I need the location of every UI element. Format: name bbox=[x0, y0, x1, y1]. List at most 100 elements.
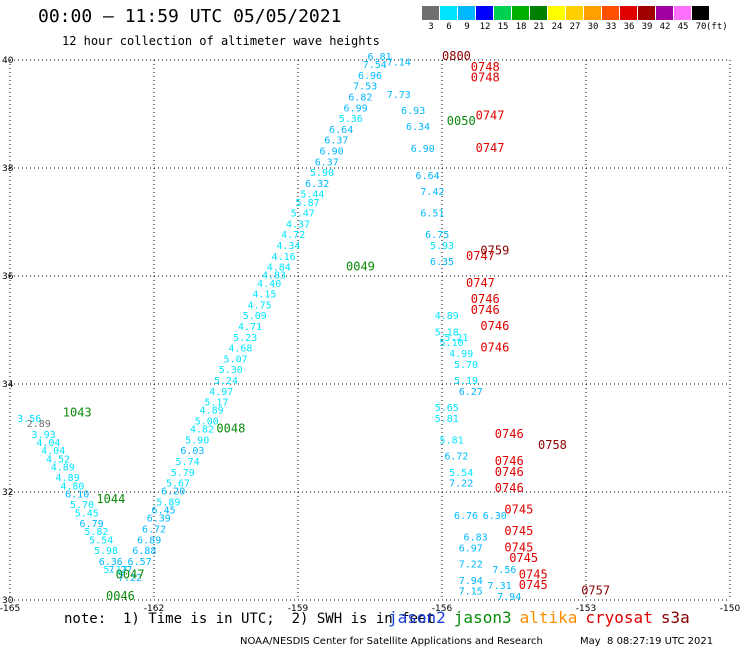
colorbar-label: 42 bbox=[659, 22, 671, 32]
legend-item: altika bbox=[519, 608, 578, 627]
swh-value: 3.56 bbox=[17, 414, 41, 425]
colorbar-swatch bbox=[674, 6, 692, 20]
time-label: 0759 bbox=[480, 243, 509, 257]
time-label: 0746 bbox=[495, 427, 524, 441]
swh-value: 4.04 bbox=[41, 446, 65, 457]
colorbar bbox=[422, 6, 710, 20]
swh-value: 5.44 bbox=[300, 190, 324, 201]
swh-value: 5.87 bbox=[296, 198, 320, 209]
swh-value: 5.18 bbox=[435, 327, 459, 338]
time-label: 0047 bbox=[116, 567, 145, 581]
swh-value: 5.45 bbox=[75, 508, 99, 519]
swh-value: 6.75 bbox=[425, 230, 449, 241]
swh-value: 4.82 bbox=[190, 425, 214, 436]
time-label: 0745 bbox=[519, 578, 548, 592]
colorbar-swatch bbox=[620, 6, 638, 20]
swh-value: 5.07 bbox=[224, 354, 248, 365]
swh-value: 7.54 bbox=[363, 60, 387, 71]
swh-value: 4.83 bbox=[262, 271, 286, 282]
swh-value: 6.57 bbox=[128, 557, 152, 568]
swh-value: 7.42 bbox=[420, 187, 444, 198]
footer-note: note: 1) Time is in UTC; 2) SWH is in fe… bbox=[64, 611, 435, 627]
colorbar-label: 3 bbox=[428, 22, 434, 32]
colorbar-label: 33 bbox=[605, 22, 617, 32]
colorbar-labels: 3 6 9 12 15 18 21 24 27 30 33 36 39 42 45 70 (ft) bbox=[422, 22, 740, 36]
colorbar-label: 21 bbox=[533, 22, 545, 32]
swh-value: 6.37 bbox=[315, 157, 339, 168]
swh-value: 4.99 bbox=[449, 349, 473, 360]
colorbar-label: 36 bbox=[623, 22, 635, 32]
swh-value: 3.93 bbox=[32, 430, 56, 441]
colorbar-swatch bbox=[638, 6, 656, 20]
time-label: 0049 bbox=[346, 260, 375, 274]
swh-value: 5.79 bbox=[171, 468, 195, 479]
y-tick-label: 38 bbox=[2, 164, 14, 174]
swh-value: 5.81 bbox=[440, 435, 464, 446]
colorbar-swatch bbox=[476, 6, 494, 20]
swh-value: 7.31 bbox=[488, 581, 512, 592]
colorbar-swatch bbox=[494, 6, 512, 20]
colorbar-label: 45 bbox=[677, 22, 689, 32]
colorbar-label: 70 bbox=[695, 22, 707, 32]
swh-value: 2.89 bbox=[27, 419, 51, 430]
swh-value: 5.54 bbox=[89, 535, 113, 546]
swh-value: 5.17 bbox=[204, 398, 228, 409]
swh-value: 4.71 bbox=[238, 322, 262, 333]
swh-value: 6.37 bbox=[324, 136, 348, 147]
colorbar-label: 6 bbox=[446, 22, 452, 32]
colorbar-label: 24 bbox=[551, 22, 563, 32]
colorbar-label: 18 bbox=[515, 22, 527, 32]
swh-value: 6.76 bbox=[454, 511, 478, 522]
colorbar-swatch bbox=[566, 6, 584, 20]
swh-value: 5.30 bbox=[219, 365, 243, 376]
swh-value: 5.89 bbox=[156, 498, 180, 509]
swh-value: 4.84 bbox=[267, 263, 291, 274]
swh-value: 5.98 bbox=[94, 546, 118, 557]
legend-item: jason2 bbox=[388, 608, 446, 627]
time-label: 0747 bbox=[476, 141, 505, 155]
swh-value: 5.90 bbox=[185, 435, 209, 446]
swh-value: 5.23 bbox=[233, 333, 257, 344]
swh-value: 5.09 bbox=[243, 311, 267, 322]
time-label: 0800 bbox=[442, 49, 471, 63]
swh-value: 6.97 bbox=[459, 543, 483, 554]
time-label: 0746 bbox=[471, 292, 500, 306]
x-tick-label: -165 bbox=[0, 604, 20, 614]
y-tick-label: 40 bbox=[2, 56, 14, 66]
swh-value: 6.99 bbox=[344, 103, 368, 114]
legend-item: cryosat bbox=[585, 608, 653, 627]
colorbar-swatch bbox=[548, 6, 566, 20]
time-label: 0748 bbox=[471, 60, 500, 74]
time-label: 0746 bbox=[480, 341, 509, 355]
swh-value: 7.56 bbox=[492, 565, 516, 576]
swh-value: 6.36 bbox=[99, 557, 123, 568]
swh-value: 4.15 bbox=[252, 290, 276, 301]
swh-value: 6.03 bbox=[180, 446, 204, 457]
swh-value: 4.89 bbox=[200, 406, 224, 417]
colorbar-swatch bbox=[692, 6, 710, 20]
swh-value: 6.64 bbox=[416, 171, 440, 182]
swh-value: 5.81 bbox=[435, 414, 459, 425]
time-label: 0746 bbox=[495, 454, 524, 468]
swh-value: 6.35 bbox=[430, 257, 454, 268]
swh-value: 5.19 bbox=[454, 376, 478, 387]
swh-value: 6.27 bbox=[459, 387, 483, 398]
chart-title: 00:00 – 11:59 UTC 05/05/2021 bbox=[38, 6, 342, 27]
swh-value: 5.65 bbox=[435, 403, 459, 414]
colorbar-label: 12 bbox=[479, 22, 491, 32]
swh-value: 6.72 bbox=[444, 452, 468, 463]
swh-value: 4.40 bbox=[257, 279, 281, 290]
swh-value: 6.93 bbox=[401, 106, 425, 117]
time-label: 0747 bbox=[476, 108, 505, 122]
swh-value: 6.34 bbox=[406, 122, 430, 133]
swh-value: 6.51 bbox=[420, 209, 444, 220]
swh-value: 7.14 bbox=[387, 57, 411, 68]
swh-value: 6.88 bbox=[132, 546, 156, 557]
swh-value: 7.73 bbox=[387, 90, 411, 101]
swh-value: 6.90 bbox=[320, 147, 344, 158]
legend: jason2 jason3 altika cryosat s3a bbox=[388, 608, 698, 627]
swh-value: 6.45 bbox=[152, 506, 176, 517]
swh-value: 6.79 bbox=[80, 519, 104, 530]
swh-value: 6.39 bbox=[147, 514, 171, 525]
